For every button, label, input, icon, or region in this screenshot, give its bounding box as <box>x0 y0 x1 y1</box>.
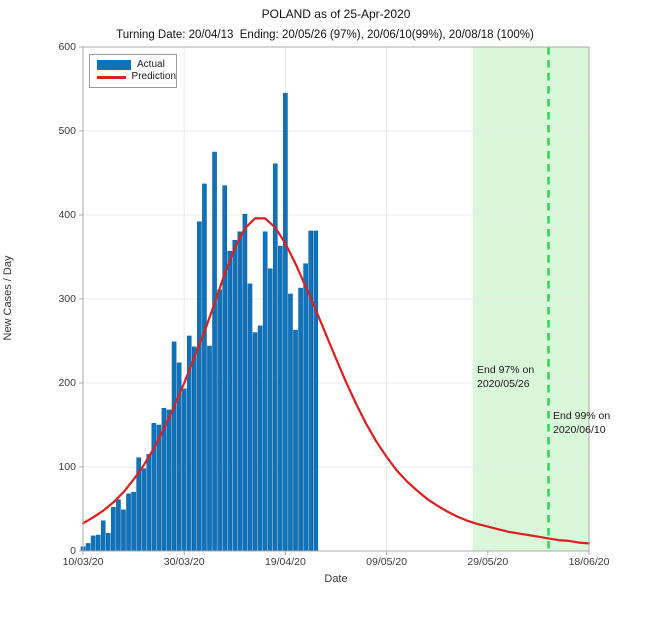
actual-bar <box>156 424 162 552</box>
actual-bar <box>121 509 126 552</box>
actual-bar <box>111 507 116 552</box>
actual-bar <box>126 493 131 552</box>
y-tick-label: 500 <box>58 125 76 137</box>
actual-bar <box>227 250 233 552</box>
annotation-end97-line1: End 97% on <box>477 364 535 376</box>
x-axis-label: Date <box>324 573 348 585</box>
actual-bar <box>197 221 202 552</box>
actual-bar <box>85 543 91 552</box>
x-tick-label: 30/03/20 <box>163 556 205 568</box>
x-tick-label: 19/04/20 <box>264 556 306 568</box>
actual-bar <box>313 230 319 552</box>
annotation-end99-line1: End 99% on <box>553 410 611 422</box>
y-tick-label: 0 <box>70 545 76 557</box>
x-tick-label: 10/03/20 <box>62 556 104 568</box>
legend-item-actual: Actual <box>90 58 176 70</box>
actual-bar <box>283 92 288 552</box>
x-tick-label: 18/06/20 <box>568 556 610 568</box>
actual-bar <box>95 534 101 552</box>
actual-bar <box>242 213 248 552</box>
actual-bar <box>247 283 253 552</box>
prediction-line-swatch-icon <box>97 76 126 79</box>
actual-bar <box>278 245 283 552</box>
actual-bar <box>293 329 298 552</box>
annotation-end99: End 99% on 2020/06/10 <box>553 409 610 437</box>
y-tick-label: 300 <box>58 293 76 305</box>
actual-bar <box>171 341 177 552</box>
actual-bar <box>267 268 273 552</box>
actual-bar <box>237 231 243 552</box>
annotation-end97-line2: 2020/05/26 <box>477 378 530 391</box>
y-tick-label: 600 <box>58 41 76 53</box>
actual-bar <box>202 183 207 552</box>
y-axis-label: New Cases / Day <box>2 255 14 341</box>
x-tick-label: 09/05/20 <box>366 556 408 568</box>
actual-bar <box>207 345 212 552</box>
actual-bar <box>151 423 157 552</box>
actual-bar <box>257 325 263 552</box>
chart-subtitle: Turning Date: 20/04/13 Ending: 20/05/26 … <box>116 29 534 41</box>
actual-bar <box>116 499 121 552</box>
actual-bar <box>146 454 152 552</box>
actual-bar <box>166 409 172 552</box>
actual-bar <box>298 287 303 552</box>
actual-bar <box>252 332 258 552</box>
legend-label-prediction: Prediction <box>131 71 176 83</box>
y-tick-label: 400 <box>58 209 76 221</box>
actual-bar <box>141 468 147 552</box>
actual-bar <box>303 263 308 552</box>
y-tick-label: 200 <box>58 377 76 389</box>
actual-bar <box>192 346 197 552</box>
actual-bar <box>217 289 222 552</box>
actual-bar <box>222 185 227 552</box>
actual-bar <box>131 491 136 552</box>
actual-bar-swatch-icon <box>97 59 131 70</box>
actual-bar <box>100 520 106 552</box>
annotation-end99-line2: 2020/06/10 <box>553 424 606 437</box>
actual-bar <box>181 388 187 552</box>
legend-label-actual: Actual <box>137 58 165 70</box>
actual-bar <box>308 230 313 552</box>
actual-bar <box>106 533 111 552</box>
x-tick-label: 29/05/20 <box>467 556 509 568</box>
annotation-end97: End 97% on 2020/05/26 <box>477 363 534 391</box>
legend-item-prediction: Prediction <box>90 72 176 82</box>
y-tick-label: 100 <box>58 461 76 473</box>
actual-bar <box>288 293 293 552</box>
actual-bar <box>262 231 268 552</box>
legend: Actual Prediction <box>89 54 177 88</box>
actual-bar <box>90 535 96 552</box>
chart-title: POLAND as of 25-Apr-2020 <box>261 7 411 21</box>
actual-bar <box>232 239 238 552</box>
actual-bar <box>212 151 217 552</box>
prediction-line <box>81 217 591 545</box>
actual-bar <box>272 163 278 552</box>
